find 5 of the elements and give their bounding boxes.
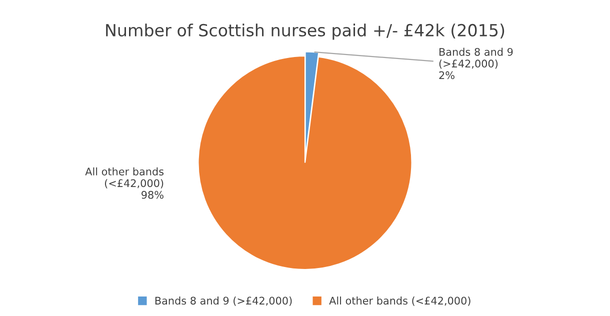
chart-title: Number of Scottish nurses paid +/- £42k (2015) xyxy=(106,24,504,40)
data-label: Bands 8 and 9 (>£42,000) 2% xyxy=(439,48,513,80)
legend-label: All other bands (<£42,000) xyxy=(329,296,470,306)
data-label: All other bands (<£42,000) 98% xyxy=(85,167,164,199)
legend-label: Bands 8 and 9 (>£42,000) xyxy=(155,296,292,306)
